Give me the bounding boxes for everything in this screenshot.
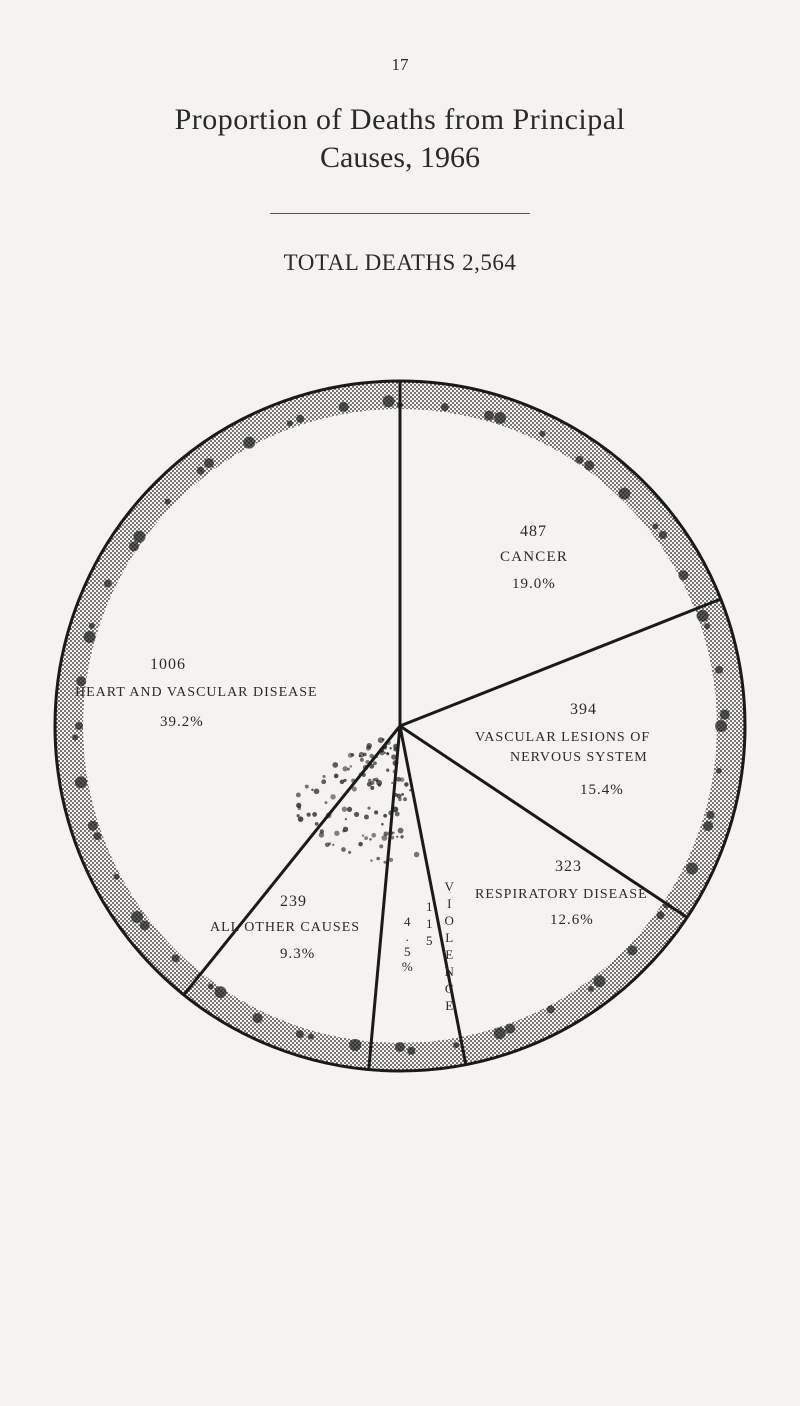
heart-pct: 39.2% xyxy=(160,714,204,730)
slice-divider-vascular_nervous xyxy=(400,599,721,726)
respiratory-count: 323 xyxy=(555,858,582,875)
page-number: 17 xyxy=(0,0,800,75)
violence-pct-char: 4 xyxy=(404,914,412,929)
respiratory-label: RESPIRATORY DISEASE xyxy=(475,887,648,902)
pie-chart: 487 CANCER 19.0% 394 VASCULAR LESIONS OF NERV… xyxy=(0,326,800,1126)
slice-divider-violence xyxy=(400,726,466,1065)
heart-count: 1006 xyxy=(150,656,186,673)
other-count: 239 xyxy=(280,893,307,910)
violence-count-char: 1 xyxy=(426,916,434,931)
other-label: ALL OTHER CAUSES xyxy=(210,920,360,935)
other-pct: 9.3% xyxy=(280,946,315,962)
violence-label-char: L xyxy=(445,930,454,945)
violence-count-char: 5 xyxy=(426,933,434,948)
vascular-label2: NERVOUS SYSTEM xyxy=(510,750,648,765)
violence-count-char: 1 xyxy=(426,899,434,914)
violence-label-char: C xyxy=(445,981,455,996)
violence-label-char: V xyxy=(445,879,456,894)
violence-label-char: E xyxy=(445,947,454,962)
title-line-1: Proportion of Deaths from Principal xyxy=(0,103,800,137)
respiratory-pct: 12.6% xyxy=(550,912,594,928)
vascular-label1: VASCULAR LESIONS OF xyxy=(475,730,650,745)
subtitle: TOTAL DEATHS 2,564 xyxy=(0,250,800,276)
cancer-label: CANCER xyxy=(500,549,568,565)
cancer-pct: 19.0% xyxy=(512,576,556,592)
vascular-count: 394 xyxy=(570,701,597,718)
heart-label: HEART AND VASCULAR DISEASE xyxy=(75,685,318,700)
title-line-2: Causes, 1966 xyxy=(0,141,800,175)
horizontal-rule xyxy=(270,213,530,214)
violence-label-char: N xyxy=(445,964,456,979)
violence-label-char: O xyxy=(445,913,456,928)
violence-label-char: E xyxy=(445,998,454,1013)
violence-pct-char: 5 xyxy=(404,944,412,959)
violence-pct-char: % xyxy=(402,959,414,974)
cancer-count: 487 xyxy=(520,523,547,540)
violence-pct-char: . xyxy=(406,929,411,944)
vascular-pct: 15.4% xyxy=(580,782,624,798)
slice-divider-all_other xyxy=(369,726,400,1070)
violence-label-char: I xyxy=(447,896,453,911)
